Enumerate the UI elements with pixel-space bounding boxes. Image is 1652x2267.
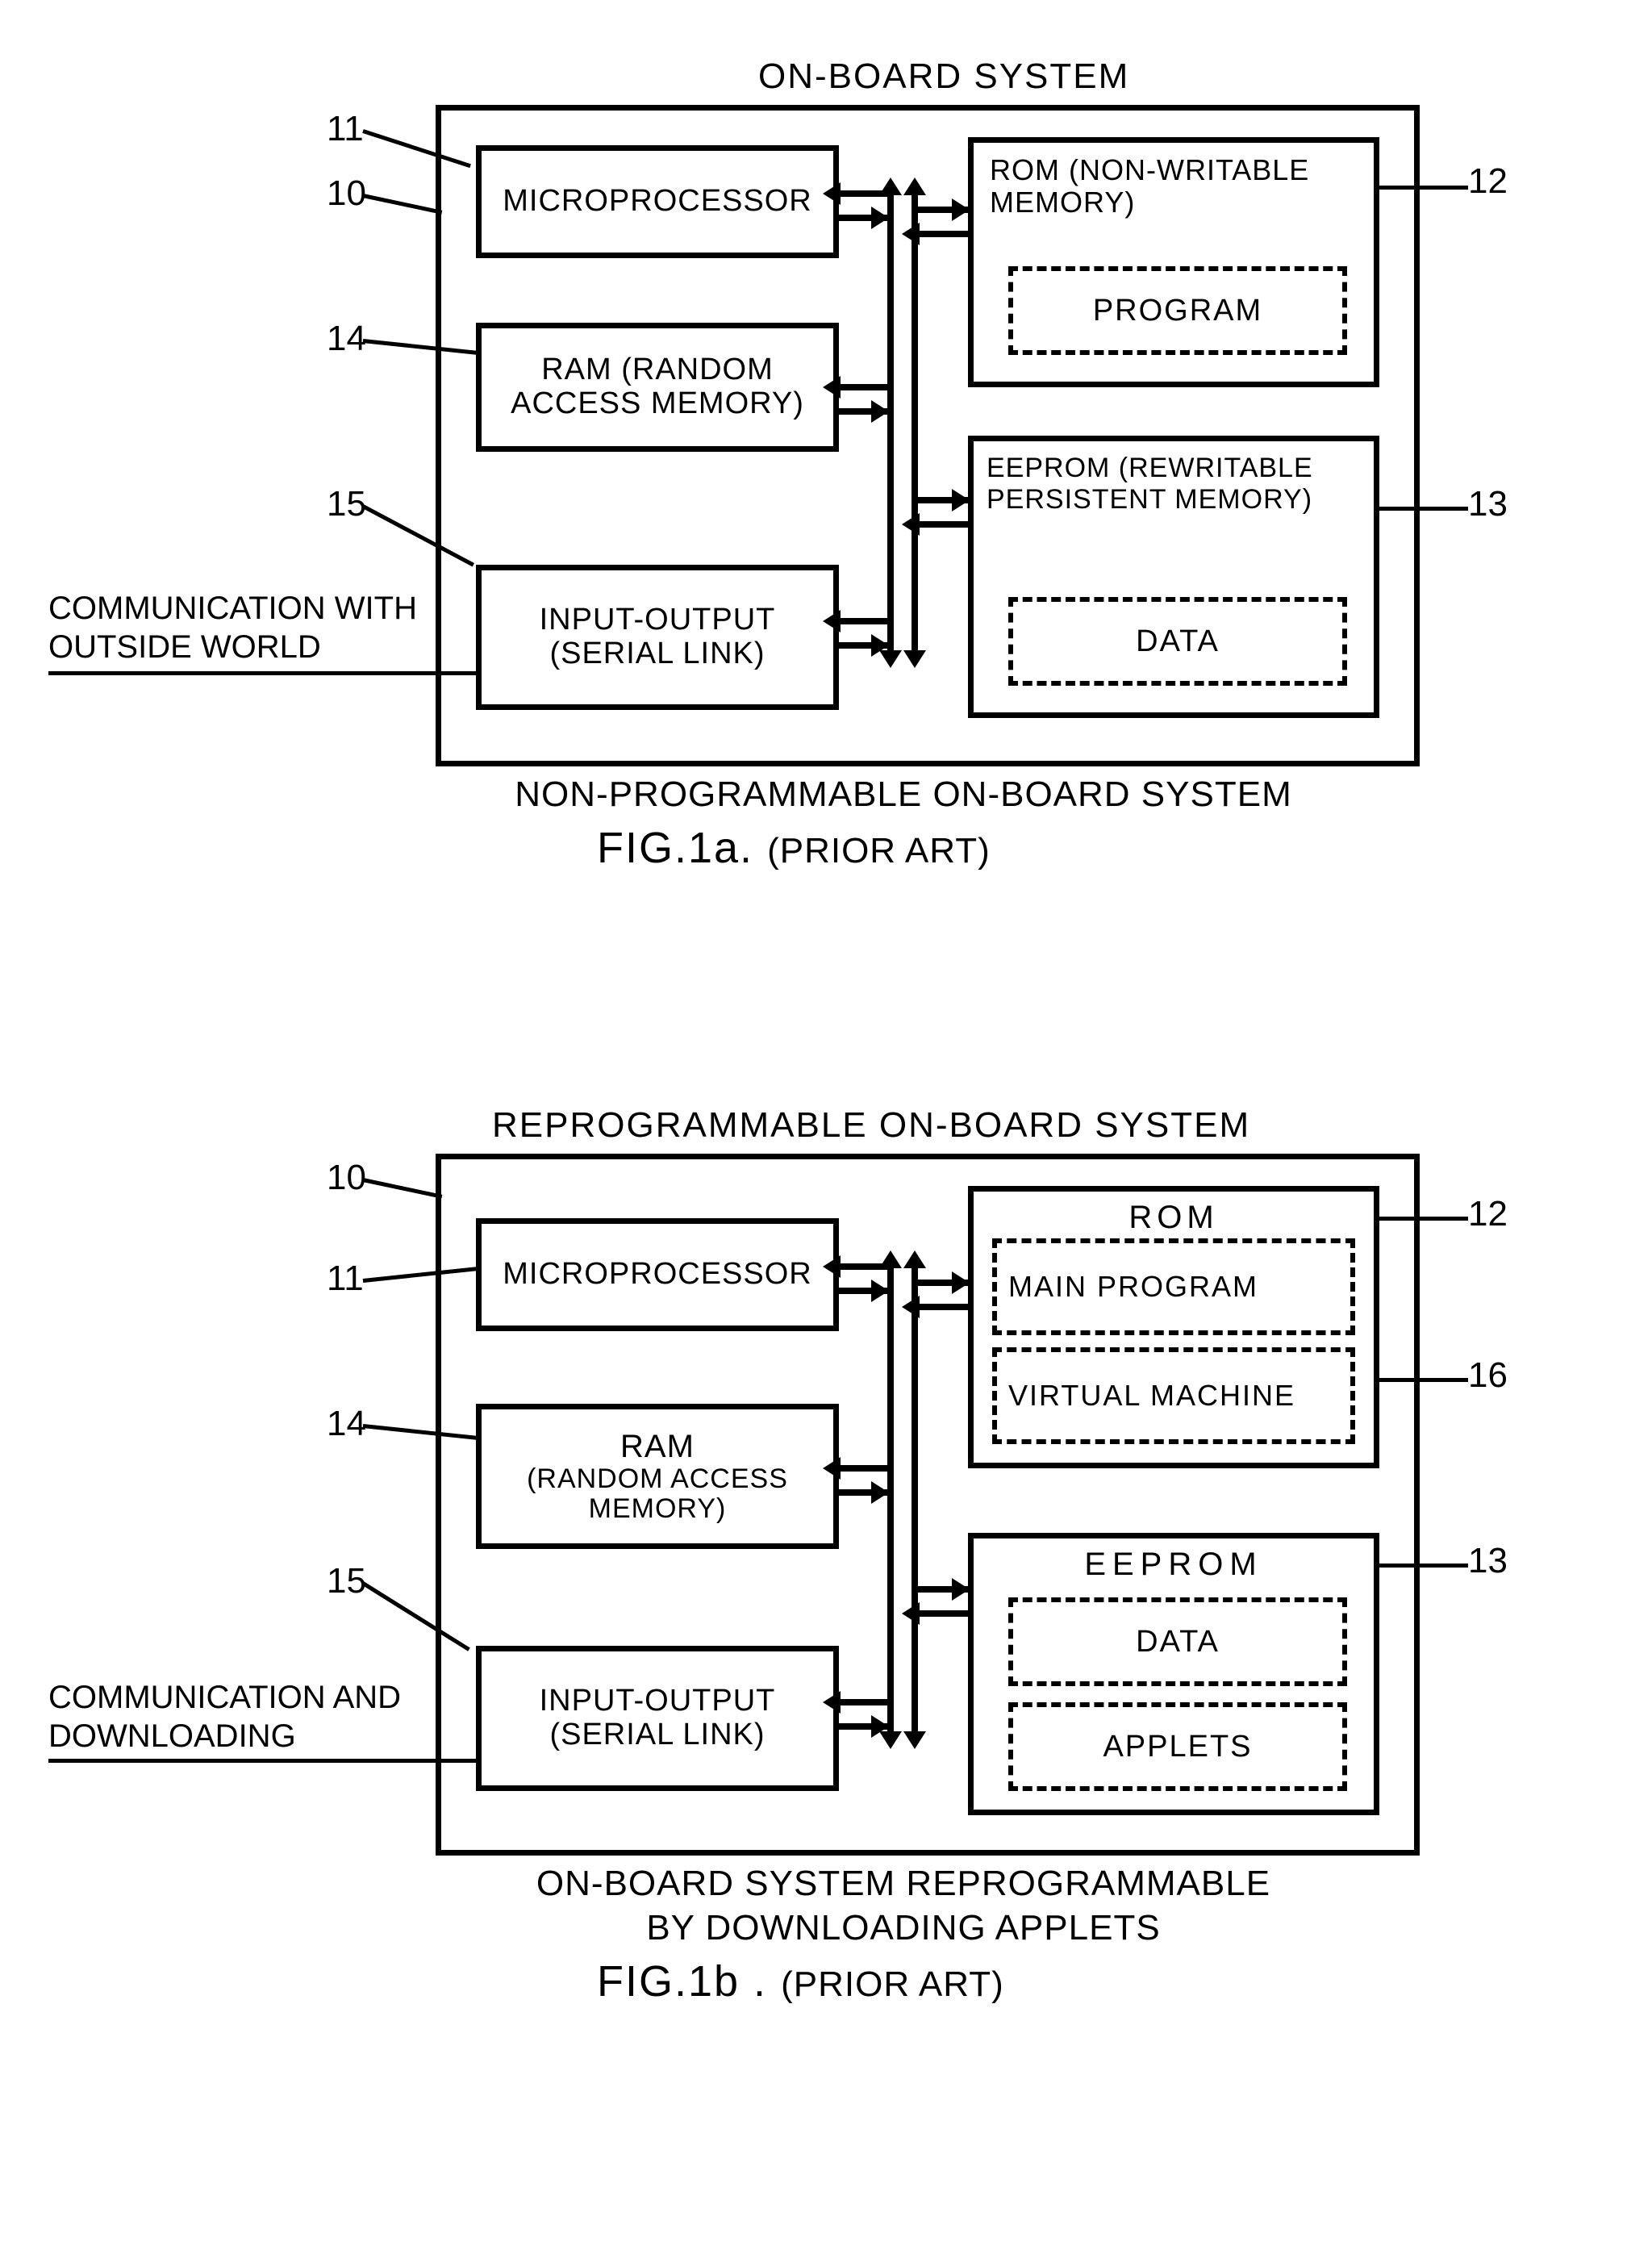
ref-12-a: 12 (1468, 161, 1508, 202)
ref-13-a: 13 (1468, 484, 1508, 524)
caption-b2: BY DOWNLOADING APPLETS (419, 1908, 1387, 1948)
ref-16-b: 16 (1468, 1355, 1508, 1396)
ref-15-a: 15 (327, 484, 366, 524)
ref-10-a: 10 (327, 173, 366, 214)
bus-left-a (887, 194, 894, 653)
applets-box: APPLETS (1008, 1702, 1347, 1791)
ref-14-a: 14 (327, 319, 366, 359)
ram-a: RAM (RANDOM ACCESS MEMORY) (476, 323, 839, 452)
comm-label-b: COMMUNICATION AND DOWNLOADING (48, 1678, 419, 1756)
ref-11-b: 11 (327, 1259, 364, 1299)
ref-11-a: 11 (327, 109, 364, 149)
vm-box: VIRTUAL MACHINE (992, 1347, 1355, 1444)
program-box: PROGRAM (1008, 266, 1347, 355)
rom-a-label: ROM (NON-WRITABLE MEMORY) (982, 154, 1366, 218)
ref-15-b: 15 (327, 1561, 366, 1601)
microprocessor-b: MICROPROCESSOR (476, 1218, 839, 1331)
comm-label-a: COMMUNICATION WITH OUTSIDE WORLD (48, 589, 419, 666)
eeprom-a-label: EEPROM (REWRITABLE PERSISTENT MEMORY) (982, 453, 1366, 516)
ref-14-b: 14 (327, 1404, 366, 1444)
fignum-a: FIG.1a. (PRIOR ART) (597, 823, 991, 873)
io-a: INPUT-OUTPUT (SERIAL LINK) (476, 565, 839, 710)
caption-b1: ON-BOARD SYSTEM REPROGRAMMABLE (419, 1864, 1387, 1904)
bus-right-b (912, 1267, 918, 1735)
ref-12-b: 12 (1468, 1194, 1508, 1234)
fignum-b: FIG.1b . (PRIOR ART) (597, 1956, 1004, 2006)
ram-b: RAM (RANDOM ACCESS MEMORY) (476, 1404, 839, 1549)
ref-13-b: 13 (1468, 1541, 1508, 1581)
data-box-a: DATA (1008, 597, 1347, 686)
main-program-box: MAIN PROGRAM (992, 1238, 1355, 1335)
figure-1b: REPROGRAMMABLE ON-BOARD SYSTEM MICROPROC… (97, 1113, 1420, 2122)
caption-a: NON-PROGRAMMABLE ON-BOARD SYSTEM (419, 774, 1387, 815)
microprocessor-a: MICROPROCESSOR (476, 145, 839, 258)
io-b: INPUT-OUTPUT (SERIAL LINK) (476, 1646, 839, 1791)
ref-10-b: 10 (327, 1158, 366, 1198)
rom-b-label: ROM (1128, 1200, 1218, 1235)
fig-b-title: REPROGRAMMABLE ON-BOARD SYSTEM (492, 1105, 1250, 1146)
fig-a-title: ON-BOARD SYSTEM (758, 56, 1129, 97)
figure-1a: ON-BOARD SYSTEM MICROPROCESSOR RAM (RAND… (97, 65, 1420, 952)
data-box-b: DATA (1008, 1597, 1347, 1686)
eeprom-b-label: EEPROM (1084, 1547, 1262, 1582)
bus-right-a (912, 194, 918, 653)
